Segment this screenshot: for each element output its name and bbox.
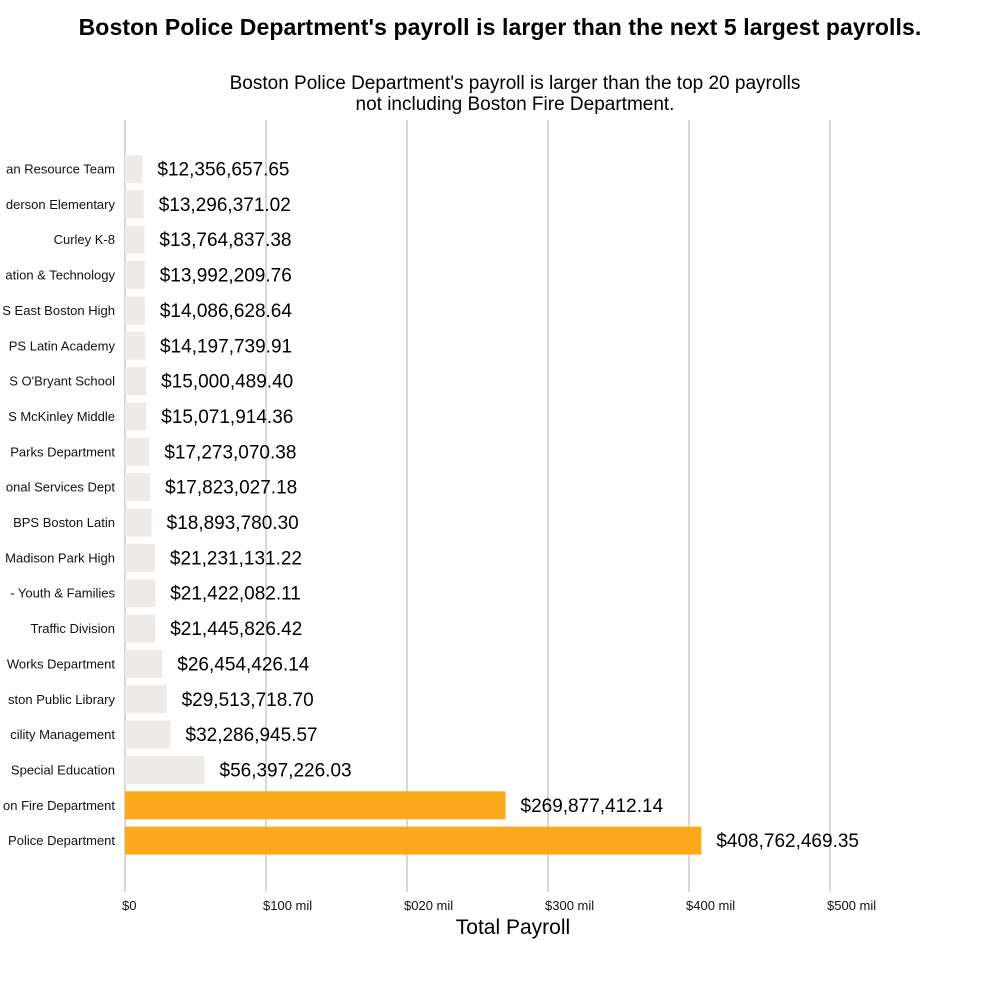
value-label: $56,397,226.03 [220,760,352,781]
bar [125,296,145,325]
bar [125,614,156,643]
value-label: $269,877,412.14 [521,796,664,817]
bar [125,579,156,608]
bars [125,155,702,855]
bar [125,826,702,855]
value-label: $13,992,209.76 [160,266,292,287]
category-label: - Youth & Families [10,586,115,601]
subtitle-line-2: not including Boston Fire Department. [355,94,675,115]
value-label: $17,823,027.18 [165,478,297,499]
bar [125,543,155,572]
category-label: an Resource Team [6,162,115,177]
category-label: Traffic Division [30,621,115,636]
category-label: S O'Bryant School [9,374,115,389]
category-label: Madison Park High [5,550,115,565]
x-tick-label: $020 mil [404,898,453,913]
bar [125,720,171,749]
x-tick-label: $300 mil [545,898,594,913]
category-label: cility Management [10,727,115,742]
x-axis-title: Total Payroll [456,916,570,939]
x-tick-label: $500 mil [827,898,876,913]
bar [125,155,143,183]
category-label: Police Department [8,833,115,848]
subtitle-line-1: Boston Police Department's payroll is la… [229,73,801,94]
category-label: ation & Technology [5,268,115,283]
category-label: S McKinley Middle [8,409,115,424]
chart-title: Boston Police Department's payroll is la… [78,14,922,40]
value-label: $12,356,657.65 [157,160,289,181]
bar [125,331,146,360]
category-label: S East Boston High [2,303,115,318]
category-label: derson Elementary [6,197,116,212]
value-label: $21,445,826.42 [170,619,302,640]
category-label: on Fire Department [3,798,115,813]
value-label: $17,273,070.38 [164,442,296,463]
bar [125,225,145,254]
category-label: Works Department [7,656,116,671]
value-label: $21,422,082.11 [170,584,301,605]
chart-subtitle: Boston Police Department's payroll is la… [0,73,1000,115]
x-tick-labels: $0 $100 mil $020 mil $300 mil $400 mil $500 m… [122,898,876,913]
bar [125,402,147,431]
category-label: Curley K-8 [54,232,115,247]
value-label: $26,454,426.14 [177,654,310,675]
value-label: $13,296,371.02 [159,195,291,216]
category-label: BPS Boston Latin [13,515,115,530]
bar [125,190,144,219]
value-label: $15,000,489.40 [161,372,293,393]
bar [125,649,163,678]
value-label: $14,086,628.64 [160,301,293,322]
x-tick-label: $100 mil [263,898,312,913]
category-label: Special Education [11,762,115,777]
bar [125,261,145,290]
bar [125,791,506,820]
bar [125,473,151,502]
x-tick-label: $400 mil [686,898,735,913]
value-label: $29,513,718.70 [182,690,314,711]
value-label: $18,893,780.30 [167,513,299,534]
value-label: $15,071,914.36 [161,407,293,428]
category-label: ston Public Library [8,692,115,707]
category-label: Parks Department [10,444,115,459]
value-label: $408,762,469.35 [716,831,859,852]
value-labels: $12,356,657.65 $13,296,371.02 $13,764,837.… [157,160,859,853]
value-label: $32,286,945.57 [186,725,318,746]
value-label: $13,764,837.38 [159,230,291,251]
bar [125,437,150,466]
x-tick-label: $0 [122,898,136,913]
category-label: PS Latin Academy [9,338,116,353]
value-label: $21,231,131.22 [170,548,302,569]
bar [125,685,167,714]
bar [125,755,205,784]
bar [125,508,152,537]
category-label: onal Services Dept [6,480,115,495]
category-labels: an Resource Team derson Elementary Curley … [2,162,115,849]
value-label: $14,197,739.91 [160,336,292,357]
bar [125,367,147,396]
